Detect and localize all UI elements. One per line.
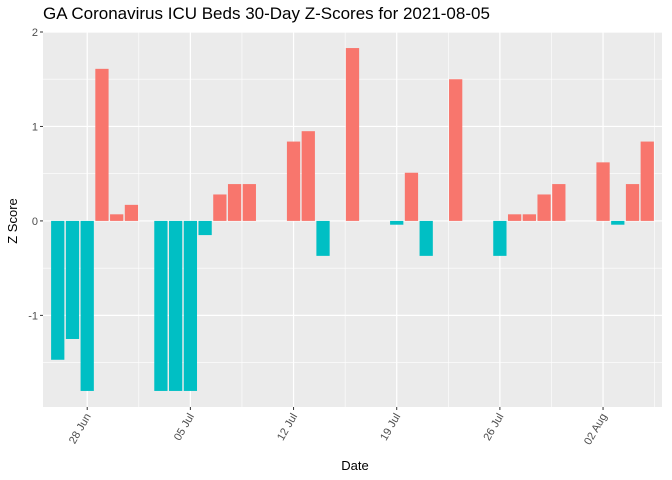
bar <box>169 220 183 391</box>
bar <box>51 220 65 360</box>
x-tick-label: 19 Jul <box>378 412 403 443</box>
bars <box>51 48 654 391</box>
bar <box>183 220 198 391</box>
bar <box>596 162 610 221</box>
y-tick-label: 1 <box>32 121 38 133</box>
x-tick-label: 02 Aug <box>582 412 610 448</box>
x-tick-label: 12 Jul <box>275 412 300 443</box>
bar <box>404 172 419 221</box>
bar <box>537 194 551 221</box>
bar <box>507 214 522 221</box>
x-axis: 28 Jun 05 Jul 12 Jul 19 Jul 26 Jul 02 Aug <box>67 407 610 447</box>
bar <box>640 141 654 221</box>
bar <box>316 220 330 256</box>
x-tick-label: 05 Jul <box>172 412 197 443</box>
y-axis-title: Z Score <box>5 198 20 244</box>
y-axis: -1 0 1 2 <box>28 27 43 322</box>
bar <box>552 184 566 221</box>
chart-title: GA Coronavirus ICU Beds 30-Day Z-Scores … <box>43 4 490 23</box>
x-axis-title: Date <box>341 458 368 473</box>
bar <box>625 184 640 221</box>
bar <box>198 220 212 236</box>
y-tick-label: 2 <box>32 27 38 39</box>
bar <box>80 220 94 391</box>
bar <box>449 79 463 221</box>
grid-minor <box>43 32 662 407</box>
bar <box>611 220 625 225</box>
y-tick-label: 0 <box>32 216 38 228</box>
bar <box>242 184 256 221</box>
bar <box>286 141 301 221</box>
bar <box>213 194 227 221</box>
bar <box>419 220 433 256</box>
bar <box>522 214 536 221</box>
x-tick-label: 28 Jun <box>67 412 94 447</box>
bar <box>227 184 242 221</box>
bar <box>65 220 80 339</box>
bar <box>301 131 315 221</box>
bar <box>390 220 404 225</box>
bar <box>110 214 124 221</box>
bar <box>124 204 139 221</box>
y-tick-label: -1 <box>28 310 38 322</box>
bar <box>493 220 507 256</box>
x-tick-label: 26 Jul <box>481 412 506 443</box>
bar <box>345 48 360 221</box>
bar <box>154 220 168 391</box>
bar <box>95 68 109 221</box>
